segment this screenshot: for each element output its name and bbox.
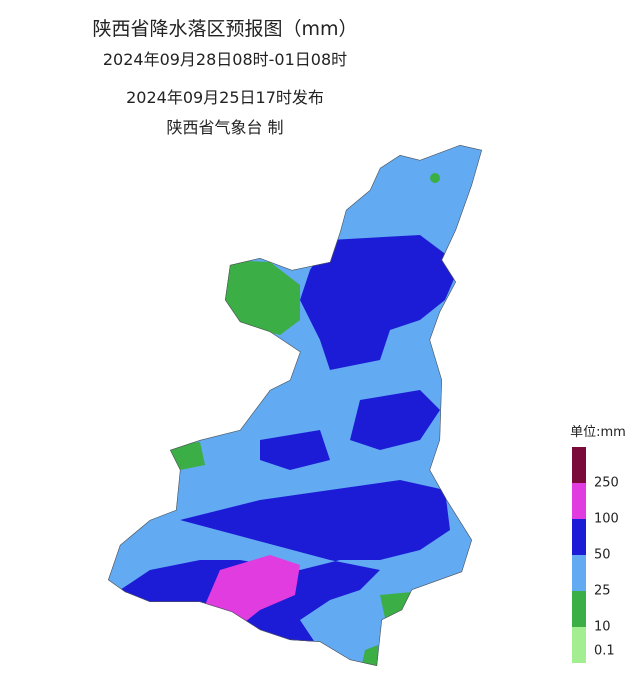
province-border: [108, 145, 482, 666]
legend-label: 0.1: [594, 644, 615, 659]
agency: 陕西省气象台 制: [166, 118, 284, 137]
legend-label: 25: [594, 584, 611, 599]
legend-swatch: [572, 591, 586, 627]
legend: 250 100 50 25 10 0.1: [572, 447, 619, 663]
rain-areas: [108, 145, 482, 666]
legend-swatch: [572, 627, 586, 663]
legend-label: 50: [594, 548, 611, 563]
legend-label: 250: [594, 476, 619, 491]
area-10: [380, 592, 412, 618]
area-50: [300, 235, 460, 370]
area-10: [165, 442, 205, 470]
legend-label: 10: [594, 620, 611, 635]
legend-swatch: [572, 483, 586, 519]
area-50: [350, 390, 440, 450]
legend-swatch: [572, 447, 586, 483]
forecast-period: 2024年09月28日08时-01日08时: [102, 50, 348, 69]
area-10: [362, 645, 378, 666]
legend-label: 100: [594, 512, 619, 527]
legend-swatch: [572, 519, 586, 555]
issue-time: 2024年09月25日17时发布: [126, 88, 324, 107]
legend-swatch: [572, 555, 586, 591]
area-10: [225, 260, 300, 335]
area-10: [430, 173, 440, 183]
legend-unit: 单位:mm: [570, 425, 626, 440]
map-title: 陕西省降水落区预报图（mm）: [92, 18, 358, 40]
area-50: [260, 430, 330, 470]
